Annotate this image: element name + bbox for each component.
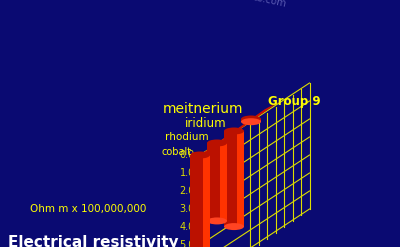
Polygon shape [237,131,244,226]
Text: rhodium: rhodium [165,132,209,142]
Text: 5.0: 5.0 [180,240,195,247]
Ellipse shape [207,217,227,225]
Ellipse shape [207,140,227,146]
Polygon shape [254,119,261,122]
Polygon shape [224,131,244,226]
Text: 4.0: 4.0 [180,222,195,232]
Text: 1.0: 1.0 [180,168,195,178]
Ellipse shape [241,118,261,125]
Polygon shape [220,143,227,221]
Text: cobalt: cobalt [162,147,192,157]
Text: 0.0: 0.0 [180,150,195,160]
Text: 2.0: 2.0 [180,186,195,196]
Ellipse shape [190,151,210,159]
Text: iridium: iridium [184,117,226,130]
Polygon shape [192,102,280,161]
Text: Group 9: Group 9 [268,95,321,108]
Ellipse shape [241,116,261,123]
Ellipse shape [224,223,244,230]
Text: www.webelements.com: www.webelements.com [172,0,288,9]
Polygon shape [190,155,210,247]
Polygon shape [207,143,227,221]
Text: Ohm m x 100,000,000: Ohm m x 100,000,000 [30,204,146,214]
Polygon shape [241,119,261,122]
Polygon shape [203,155,210,247]
Text: meitnerium: meitnerium [162,102,243,116]
Text: Electrical resistivity: Electrical resistivity [8,235,179,247]
Ellipse shape [224,127,244,135]
Text: 3.0: 3.0 [180,204,195,214]
